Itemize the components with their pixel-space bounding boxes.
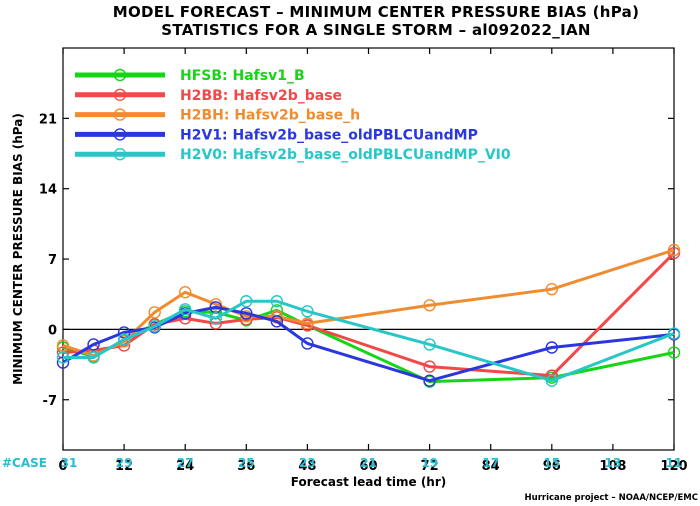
x-tick-label: 120 <box>660 459 687 474</box>
legend: HFSB: Hafsv1_B H2BB: Hafsv2b_base H2BH: Ha… <box>75 68 511 163</box>
data-point <box>667 243 681 257</box>
plot-frame <box>62 47 675 451</box>
data-point <box>56 351 70 364</box>
credit-text: Hurricane project – NOAA/NCEP/EMC <box>525 493 698 503</box>
data-point <box>148 320 161 333</box>
x-tick-label: 24 <box>176 459 194 474</box>
legend-label: H2BB: Hafsv2b_base <box>180 88 342 104</box>
series-4 <box>56 295 681 387</box>
data-point <box>301 337 314 350</box>
data-point <box>87 338 100 351</box>
case-count-row: #CASE 31 29 27 25 23 21 19 17 15 13 11 <box>2 456 682 470</box>
legend-label: H2BH: Hafsv2b_base_h <box>180 108 360 124</box>
y-tick-label: 0 <box>48 323 57 338</box>
data-point <box>178 286 192 299</box>
data-point <box>301 317 314 330</box>
x-tick-label: 84 <box>482 459 500 474</box>
data-point <box>178 303 192 316</box>
x-tick-label: 36 <box>237 459 255 474</box>
legend-swatch-marker <box>113 88 127 102</box>
data-point <box>423 360 436 373</box>
case-count: 13 <box>605 456 622 470</box>
x-tick-label: 0 <box>58 459 67 474</box>
data-point <box>545 341 558 354</box>
data-point <box>545 283 558 296</box>
x-axis-label: Forecast lead time (hr) <box>291 475 447 489</box>
data-point <box>423 299 436 312</box>
chart-subtitle: STATISTICS FOR A SINGLE STORM – al092022… <box>161 21 590 39</box>
data-point <box>240 295 253 308</box>
case-count: 25 <box>238 456 255 470</box>
data-point <box>270 295 284 308</box>
data-point <box>209 298 222 311</box>
data-point <box>117 333 131 346</box>
case-count: 29 <box>116 456 133 470</box>
legend-swatch-marker <box>113 108 127 121</box>
case-count: 21 <box>360 456 377 470</box>
y-tick-label: -7 <box>43 394 57 409</box>
x-tick-label: 60 <box>359 459 377 474</box>
y-axis-label: MINIMUM CENTER PRESSURE BIAS (hPa) <box>11 113 25 385</box>
data-point <box>240 307 253 320</box>
legend-label: H2V1: Hafsv2b_base_oldPBLCUandMP <box>180 127 478 143</box>
x-tick-label: 72 <box>421 459 439 474</box>
data-point <box>87 351 100 364</box>
data-point <box>240 310 253 323</box>
x-tick-label: 96 <box>543 459 561 474</box>
y-axis: -7 0 7 14 21 <box>39 112 674 409</box>
case-count: 17 <box>482 456 499 470</box>
x-tick-label: 108 <box>599 459 626 474</box>
legend-swatch-marker <box>113 128 127 141</box>
case-count: 11 <box>666 456 683 470</box>
case-label: #CASE <box>2 456 47 470</box>
data-point <box>301 305 314 318</box>
data-point <box>423 338 436 351</box>
data-point <box>545 374 558 387</box>
y-tick-label: 21 <box>39 112 57 127</box>
x-axis: 0 12 24 36 48 60 72 84 96 108 120 <box>58 48 688 474</box>
x-tick-label: 12 <box>115 459 133 474</box>
data-point <box>209 312 222 325</box>
data-point <box>667 346 681 359</box>
legend-label: HFSB: Hafsv1_B <box>180 68 305 84</box>
legend-swatch-marker <box>113 68 127 82</box>
case-count: 27 <box>177 456 194 470</box>
y-tick-label: 14 <box>39 183 57 198</box>
data-point <box>270 315 284 328</box>
plot-area: 0 12 24 36 48 60 72 84 96 108 120 -7 0 7 14 21 HFSB: H… <box>39 47 688 474</box>
chart-title: MODEL FORECAST – MINIMUM CENTER PRESSURE… <box>113 3 639 21</box>
series-layer <box>56 243 681 388</box>
x-tick-label: 48 <box>298 459 316 474</box>
legend-label: H2V0: Hafsv2b_base_oldPBLCUandMP_VI0 <box>180 147 511 163</box>
case-count: 23 <box>299 456 316 470</box>
data-point <box>56 339 70 352</box>
data-point <box>667 327 681 340</box>
case-count: 31 <box>61 456 78 470</box>
legend-swatch-marker <box>113 147 127 161</box>
data-point <box>423 374 436 387</box>
data-point <box>148 306 161 319</box>
case-count: 15 <box>543 456 560 470</box>
y-tick-label: 7 <box>48 253 57 268</box>
series-line <box>62 248 675 358</box>
case-count: 19 <box>421 456 438 470</box>
